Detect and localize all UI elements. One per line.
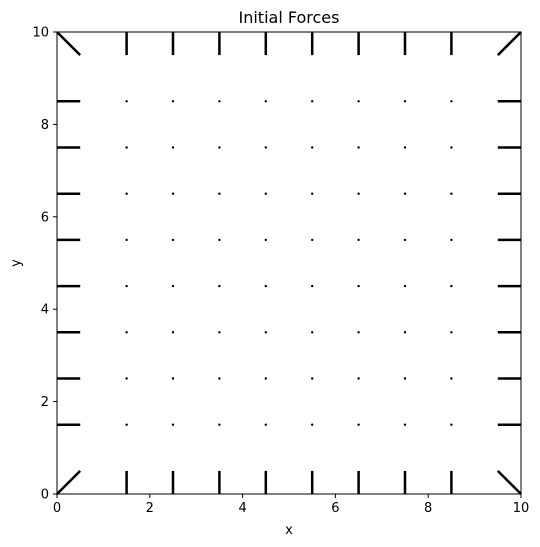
y-tick-label: 8 — [41, 118, 49, 133]
y-tick-label: 10 — [32, 26, 49, 41]
force-point — [125, 100, 128, 103]
force-point — [403, 423, 407, 426]
force-point — [403, 238, 407, 242]
force-point — [171, 377, 175, 380]
x-tick-label: 0 — [53, 501, 61, 516]
force-point — [403, 377, 407, 380]
force-segment — [56, 31, 82, 56]
force-point — [311, 238, 314, 242]
force-point — [311, 284, 314, 288]
force-point — [218, 100, 221, 103]
force-point — [125, 377, 128, 380]
force-point — [218, 146, 221, 149]
force-segment — [496, 470, 522, 495]
y-axis-label: y — [9, 259, 24, 267]
y-tick-label: 0 — [41, 488, 49, 503]
x-tick-label: 10 — [513, 501, 530, 516]
force-point — [357, 377, 360, 380]
force-point — [311, 377, 314, 380]
force-point — [171, 238, 175, 242]
force-point — [218, 284, 221, 288]
force-point — [171, 100, 175, 103]
force-point — [403, 146, 407, 149]
y-tick-label: 6 — [41, 210, 49, 225]
force-point — [264, 423, 267, 426]
force-point — [403, 284, 407, 288]
force-point — [403, 331, 407, 334]
force-point — [218, 423, 221, 426]
force-point — [357, 423, 360, 426]
force-point — [125, 331, 128, 334]
force-point — [218, 331, 221, 334]
plot-frame — [56, 31, 522, 495]
force-point — [125, 284, 128, 288]
force-point — [125, 192, 128, 195]
force-point — [357, 100, 360, 103]
force-point — [264, 238, 267, 242]
force-point — [264, 100, 267, 103]
force-point — [125, 146, 128, 149]
force-point — [450, 192, 453, 195]
force-point — [171, 146, 175, 149]
force-point — [450, 238, 453, 242]
force-point — [311, 423, 314, 426]
force-point — [125, 423, 128, 426]
y-axis-ticks: 0 2 4 6 8 10 — [32, 26, 57, 503]
force-point — [264, 192, 267, 195]
force-point — [450, 284, 453, 288]
force-point — [311, 146, 314, 149]
force-point — [357, 238, 360, 242]
force-point — [125, 238, 128, 242]
force-point — [450, 100, 453, 103]
force-segment — [56, 470, 82, 495]
x-tick-label: 6 — [331, 501, 339, 516]
force-point — [357, 284, 360, 288]
x-axis-ticks: 0 2 4 6 8 10 — [53, 494, 529, 516]
chart-title: Initial Forces — [239, 8, 340, 27]
x-tick-label: 4 — [238, 501, 246, 516]
force-point — [311, 100, 314, 103]
y-tick-label: 4 — [41, 303, 49, 318]
force-point — [357, 331, 360, 334]
force-point — [171, 423, 175, 426]
x-tick-label: 2 — [146, 501, 154, 516]
force-point — [357, 192, 360, 195]
x-axis-label: x — [285, 523, 293, 538]
force-point — [450, 146, 453, 149]
force-point — [218, 238, 221, 242]
force-point — [264, 377, 267, 380]
force-point — [450, 423, 453, 426]
force-segment — [496, 31, 522, 56]
force-point — [311, 192, 314, 195]
force-point — [264, 331, 267, 334]
force-point — [450, 377, 453, 380]
force-point — [264, 284, 267, 288]
force-point — [450, 331, 453, 334]
marks-layer — [56, 31, 522, 495]
force-point — [311, 331, 314, 334]
force-point — [171, 192, 175, 195]
force-point — [218, 192, 221, 195]
force-point — [218, 377, 221, 380]
force-point — [403, 100, 407, 103]
x-tick-label: 8 — [424, 501, 432, 516]
force-point — [357, 146, 360, 149]
force-point — [403, 192, 407, 195]
y-tick-label: 2 — [41, 395, 49, 410]
force-point — [264, 146, 267, 149]
force-point — [171, 284, 175, 288]
force-point — [171, 331, 175, 334]
